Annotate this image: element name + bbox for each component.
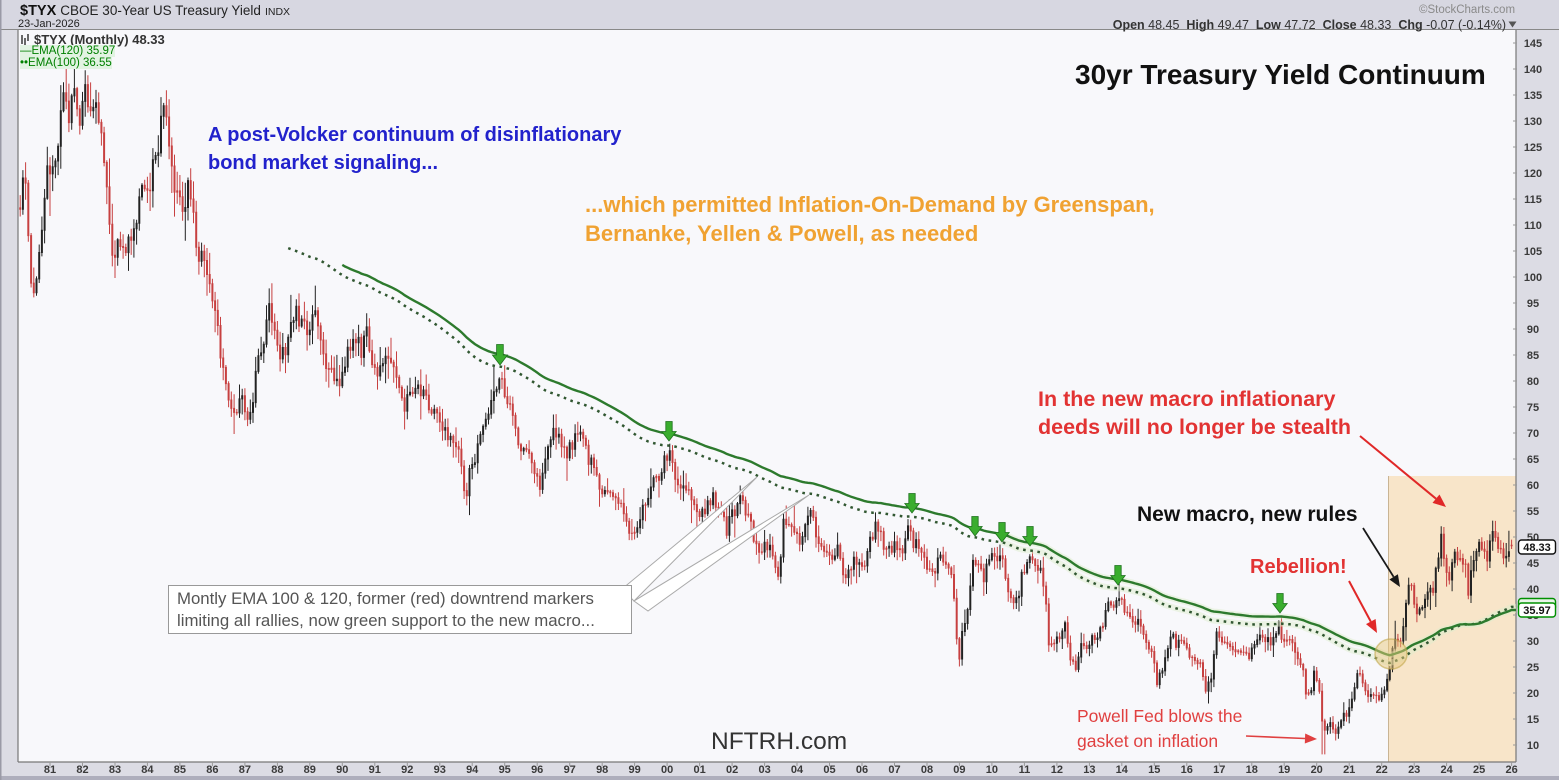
svg-text:93: 93 [434,764,446,776]
svg-text:02: 02 [726,764,738,776]
svg-text:84: 84 [141,764,154,776]
svg-text:15: 15 [1148,764,1160,776]
svg-text:30: 30 [1527,636,1539,648]
svg-text:99: 99 [628,764,640,776]
svg-text:11: 11 [1019,764,1031,776]
svg-text:96: 96 [531,764,543,776]
svg-text:05: 05 [823,764,835,776]
svg-text:97: 97 [564,764,576,776]
svg-text:26: 26 [1505,764,1517,776]
svg-text:17: 17 [1213,764,1225,776]
svg-text:13: 13 [1083,764,1095,776]
svg-text:75: 75 [1527,402,1539,414]
svg-text:89: 89 [304,764,316,776]
svg-text:92: 92 [401,764,413,776]
svg-text:55: 55 [1527,506,1539,518]
svg-text:81: 81 [44,764,56,776]
svg-text:145: 145 [1524,38,1542,50]
svg-text:10: 10 [986,764,998,776]
svg-text:22: 22 [1376,764,1388,776]
svg-text:105: 105 [1524,246,1542,258]
svg-text:83: 83 [109,764,121,776]
svg-text:08: 08 [921,764,933,776]
svg-text:09: 09 [953,764,965,776]
svg-text:60: 60 [1527,480,1539,492]
svg-text:94: 94 [466,764,479,776]
svg-text:45: 45 [1527,558,1539,570]
svg-text:20: 20 [1311,764,1323,776]
svg-text:15: 15 [1527,714,1539,726]
svg-text:90: 90 [1527,324,1539,336]
svg-text:07: 07 [888,764,900,776]
svg-text:85: 85 [1527,350,1539,362]
svg-text:87: 87 [239,764,251,776]
svg-text:40: 40 [1527,584,1539,596]
svg-text:86: 86 [206,764,218,776]
svg-text:65: 65 [1527,454,1539,466]
svg-text:12: 12 [1051,764,1063,776]
svg-text:01: 01 [693,764,705,776]
svg-text:25: 25 [1527,662,1539,674]
svg-text:82: 82 [76,764,88,776]
svg-text:06: 06 [856,764,868,776]
svg-text:135: 135 [1524,90,1542,102]
svg-text:95: 95 [1527,298,1539,310]
svg-text:85: 85 [174,764,186,776]
svg-text:95: 95 [499,764,511,776]
svg-text:70: 70 [1527,428,1539,440]
svg-text:88: 88 [271,764,283,776]
svg-text:19: 19 [1278,764,1290,776]
svg-text:115: 115 [1524,194,1542,206]
svg-text:100: 100 [1524,272,1542,284]
svg-text:25: 25 [1473,764,1485,776]
svg-text:130: 130 [1524,116,1542,128]
svg-text:80: 80 [1527,376,1539,388]
svg-text:20: 20 [1527,688,1539,700]
svg-text:110: 110 [1524,220,1542,232]
svg-text:35.97: 35.97 [1523,605,1551,617]
svg-text:98: 98 [596,764,608,776]
svg-text:18: 18 [1246,764,1258,776]
svg-text:91: 91 [369,764,381,776]
svg-text:10: 10 [1527,740,1539,752]
svg-text:00: 00 [661,764,673,776]
svg-text:23: 23 [1408,764,1420,776]
svg-text:21: 21 [1343,764,1355,776]
svg-text:48.33: 48.33 [1523,542,1551,554]
svg-text:14: 14 [1116,764,1129,776]
svg-text:120: 120 [1524,168,1542,180]
svg-text:16: 16 [1181,764,1193,776]
svg-text:03: 03 [758,764,770,776]
svg-text:90: 90 [336,764,348,776]
svg-text:125: 125 [1524,142,1542,154]
svg-text:24: 24 [1440,764,1453,776]
svg-text:04: 04 [791,764,804,776]
svg-text:140: 140 [1524,64,1542,76]
